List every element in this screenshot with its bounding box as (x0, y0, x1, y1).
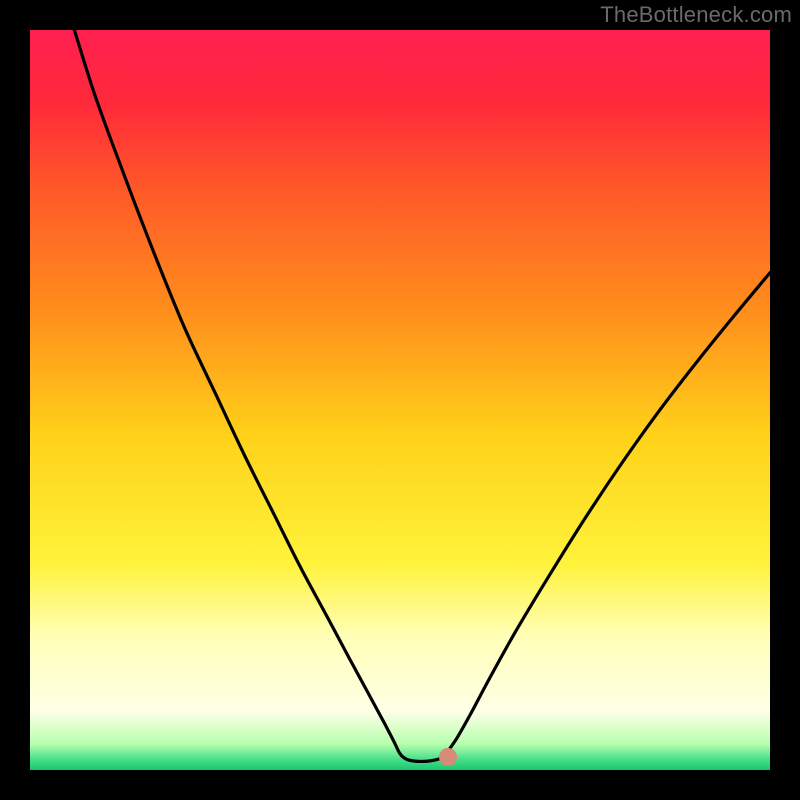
curve-path (74, 30, 770, 761)
selected-configuration-marker (439, 748, 457, 766)
watermark-text: TheBottleneck.com (600, 2, 792, 28)
plot-area (30, 30, 770, 770)
bottleneck-curve (30, 30, 770, 770)
chart-stage: TheBottleneck.com (0, 0, 800, 800)
